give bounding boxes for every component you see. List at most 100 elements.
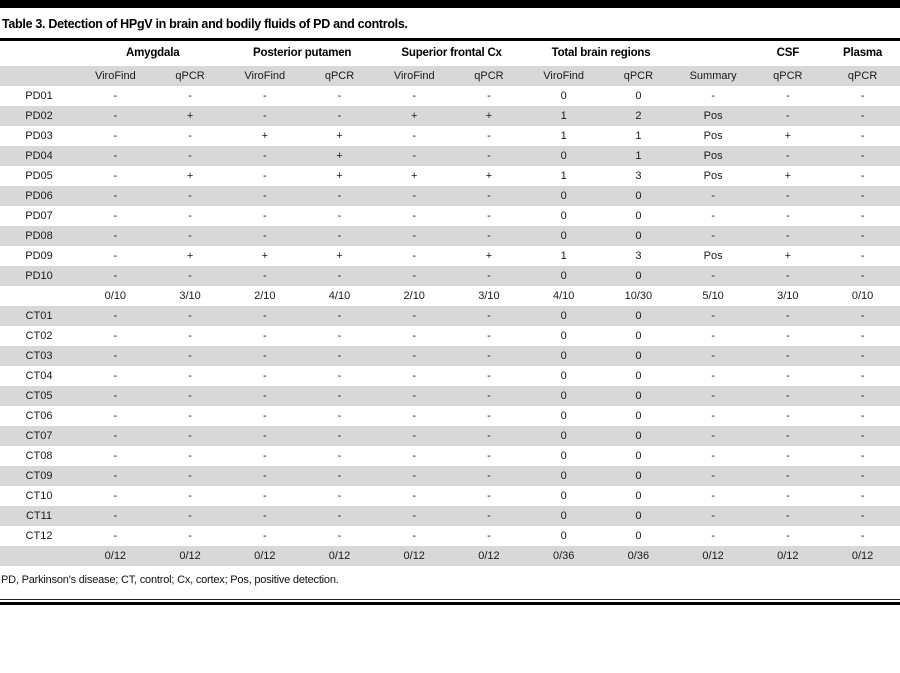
cell: - [785, 190, 790, 202]
cell: - [785, 370, 790, 382]
cell: 3 [635, 170, 642, 182]
cell: - [487, 510, 491, 522]
cell: + [411, 170, 418, 182]
cell: - [262, 450, 267, 462]
cell: - [487, 310, 491, 322]
cell: - [860, 390, 865, 402]
cell: - [412, 530, 417, 542]
column-header: qPCR [302, 66, 377, 86]
cell: - [337, 390, 342, 402]
cell: - [785, 90, 790, 102]
cell: - [113, 350, 118, 362]
cell: - [412, 490, 417, 502]
cell: - [113, 450, 118, 462]
cell: - [412, 510, 417, 522]
cell: - [487, 350, 491, 362]
table-row: PD07 - - - - - - 0 0 - - - [0, 206, 900, 226]
cell: - [860, 150, 865, 162]
row-label: CT02 [25, 330, 53, 342]
cell: 0 [560, 210, 567, 222]
cell: - [113, 430, 118, 442]
row-label: PD07 [25, 210, 53, 222]
cell: - [711, 470, 715, 482]
cell: - [113, 210, 118, 222]
cell: - [785, 390, 790, 402]
cell: - [785, 410, 790, 422]
cell: - [860, 110, 865, 122]
cell: 0 [560, 490, 567, 502]
cell: 0 [560, 150, 567, 162]
cell: - [860, 190, 865, 202]
column-header: qPCR [750, 66, 826, 86]
cell: 0/12 [328, 550, 351, 562]
cell: - [412, 210, 417, 222]
title-divider-rule [0, 38, 900, 41]
cell: - [785, 530, 790, 542]
cell: - [785, 150, 790, 162]
table-row: PD02 - + - - + +1 2 Pos - - [0, 106, 900, 126]
cell: - [337, 370, 342, 382]
cell: - [711, 350, 715, 362]
cell: - [113, 330, 118, 342]
cell: - [262, 410, 267, 422]
cell: - [188, 350, 192, 362]
row-label: PD04 [25, 150, 53, 162]
cell: - [113, 310, 118, 322]
cell: 0 [635, 330, 642, 342]
column-header: qPCR [451, 66, 527, 86]
cell: 0/12 [104, 550, 127, 562]
table-row: CT06 - - - - - - 0 0 - - - [0, 406, 900, 426]
row-label [0, 286, 78, 306]
cell: - [785, 430, 790, 442]
cell: - [711, 330, 715, 342]
cell: 0 [635, 350, 642, 362]
cell: - [188, 210, 192, 222]
cell: 0 [560, 530, 567, 542]
cell: - [412, 430, 417, 442]
cell: Pos [703, 150, 723, 162]
cell: 0 [560, 430, 567, 442]
cell: - [412, 330, 417, 342]
cell: + [485, 110, 493, 122]
cell: 0 [635, 230, 642, 242]
cell: - [711, 190, 715, 202]
cell: - [487, 130, 491, 142]
table-title: Table 3. Detection of HPgV in brain and … [2, 17, 408, 31]
cell: - [262, 170, 267, 182]
cell: - [337, 230, 342, 242]
cell: - [412, 270, 417, 282]
cell: - [711, 210, 715, 222]
cell: 0 [560, 450, 567, 462]
cell: 10/30 [624, 290, 653, 302]
cell: - [262, 210, 267, 222]
cell: 0 [560, 330, 567, 342]
table-row: PD01 - - - - - - 0 0 - - - [0, 86, 900, 106]
cell: - [860, 490, 865, 502]
cell: - [711, 370, 715, 382]
cell: - [860, 510, 865, 522]
group-header-row: Amygdala Posterior putamen Superior fronta… [0, 41, 900, 66]
cell: - [262, 370, 267, 382]
sub-header-row: ViroFind qPCR ViroFind qPCR ViroFind qPCR Viro… [0, 66, 900, 86]
table-row: CT12 - - - - - - 0 0 - - - [0, 526, 900, 546]
cell: - [860, 530, 865, 542]
cell: Pos [703, 110, 723, 122]
cell: - [711, 450, 715, 462]
row-label: CT12 [25, 530, 53, 542]
table-footnote: PD, Parkinson's disease; CT, control; Cx… [1, 574, 339, 586]
cell: 0 [635, 510, 642, 522]
cell: - [711, 310, 715, 322]
bottom-rule-thick [0, 602, 900, 605]
cell: + [411, 110, 418, 122]
cell: - [711, 430, 715, 442]
cell: - [860, 410, 865, 422]
cell: - [113, 190, 118, 202]
cell: + [485, 170, 493, 182]
cell: 3/10 [777, 290, 799, 302]
cell: - [860, 370, 865, 382]
table-row: CT04 - - - - - - 0 0 - - - [0, 366, 900, 386]
row-label: CT08 [25, 450, 53, 462]
cell: 2/10 [403, 290, 425, 302]
cell: - [262, 350, 267, 362]
